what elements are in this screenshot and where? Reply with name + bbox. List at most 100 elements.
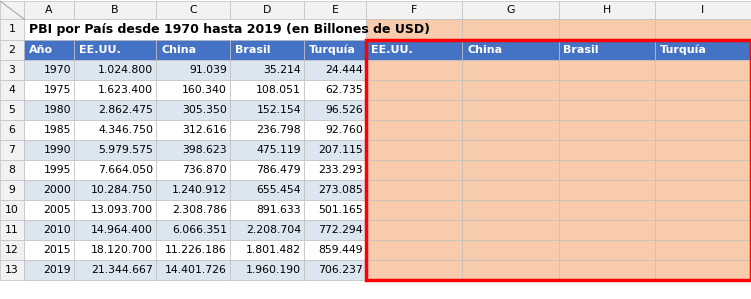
Bar: [655, 240, 751, 260]
Text: 62.735: 62.735: [325, 85, 363, 95]
Text: 1995: 1995: [44, 165, 71, 175]
Text: 655.454: 655.454: [256, 185, 301, 195]
Text: 5.979.575: 5.979.575: [98, 145, 153, 155]
Bar: [230, 80, 304, 100]
Text: 35.214: 35.214: [264, 65, 301, 75]
Text: 4.346.750: 4.346.750: [98, 125, 153, 135]
Bar: [304, 40, 366, 60]
Bar: [463, 60, 559, 80]
Bar: [24, 40, 74, 60]
Bar: [74, 60, 156, 80]
Text: 1985: 1985: [44, 125, 71, 135]
Bar: [655, 180, 751, 200]
Text: 91.039: 91.039: [189, 65, 227, 75]
Text: Turquía: Turquía: [659, 45, 707, 55]
Bar: [0, 19, 24, 40]
Bar: [304, 140, 366, 160]
Bar: [655, 140, 751, 160]
Bar: [156, 40, 230, 60]
Text: I: I: [701, 5, 704, 15]
Text: EE.UU.: EE.UU.: [79, 45, 121, 55]
Text: 18.120.700: 18.120.700: [91, 245, 153, 255]
Text: D: D: [263, 5, 271, 15]
Bar: [24, 19, 366, 40]
Bar: [304, 180, 366, 200]
Bar: [655, 100, 751, 120]
Text: 12: 12: [5, 245, 19, 255]
Bar: [559, 120, 655, 140]
Text: 1.801.482: 1.801.482: [246, 245, 301, 255]
Bar: [24, 240, 74, 260]
Text: 1.623.400: 1.623.400: [98, 85, 153, 95]
Bar: [463, 100, 559, 120]
Bar: [0, 60, 24, 80]
Bar: [0, 80, 24, 100]
Bar: [655, 160, 751, 180]
Text: 10.284.750: 10.284.750: [91, 185, 153, 195]
Text: 2015: 2015: [44, 245, 71, 255]
Bar: [559, 160, 655, 180]
Bar: [366, 240, 463, 260]
Bar: [0, 40, 24, 60]
Bar: [74, 120, 156, 140]
Text: 7.664.050: 7.664.050: [98, 165, 153, 175]
Text: 706.237: 706.237: [318, 265, 363, 275]
Bar: [655, 1, 751, 19]
Bar: [24, 260, 74, 280]
Bar: [156, 140, 230, 160]
Text: 9: 9: [8, 185, 16, 195]
Bar: [24, 200, 74, 220]
Bar: [156, 160, 230, 180]
Text: B: B: [111, 5, 119, 15]
Bar: [559, 1, 655, 19]
Text: 1990: 1990: [44, 145, 71, 155]
Bar: [156, 120, 230, 140]
Text: 8: 8: [8, 165, 16, 175]
Bar: [0, 100, 24, 120]
Bar: [463, 140, 559, 160]
Bar: [24, 80, 74, 100]
Text: 14.401.726: 14.401.726: [165, 265, 227, 275]
Bar: [230, 140, 304, 160]
Bar: [463, 260, 559, 280]
Bar: [366, 80, 463, 100]
Text: Brasil: Brasil: [235, 45, 270, 55]
Bar: [74, 240, 156, 260]
Text: 398.623: 398.623: [182, 145, 227, 155]
Text: 6.066.351: 6.066.351: [172, 225, 227, 235]
Text: E: E: [331, 5, 339, 15]
Bar: [366, 200, 463, 220]
Bar: [74, 80, 156, 100]
Text: 1980: 1980: [44, 105, 71, 115]
Text: 475.119: 475.119: [256, 145, 301, 155]
Bar: [655, 40, 751, 60]
Text: 4: 4: [8, 85, 16, 95]
Text: Brasil: Brasil: [563, 45, 599, 55]
Text: 14.964.400: 14.964.400: [91, 225, 153, 235]
Text: 1.024.800: 1.024.800: [98, 65, 153, 75]
Text: PBI por País desde 1970 hasta 2019 (en Billones de USD): PBI por País desde 1970 hasta 2019 (en B…: [29, 23, 430, 36]
Text: 2.308.786: 2.308.786: [172, 205, 227, 215]
Text: 2010: 2010: [44, 225, 71, 235]
Bar: [559, 200, 655, 220]
Text: A: A: [45, 5, 53, 15]
Bar: [366, 260, 463, 280]
Text: 207.115: 207.115: [318, 145, 363, 155]
Bar: [74, 1, 156, 19]
Text: 236.798: 236.798: [256, 125, 301, 135]
Bar: [156, 220, 230, 240]
Text: F: F: [411, 5, 418, 15]
Bar: [0, 180, 24, 200]
Text: 2000: 2000: [43, 185, 71, 195]
Bar: [0, 1, 24, 19]
Text: 13.093.700: 13.093.700: [91, 205, 153, 215]
Bar: [230, 100, 304, 120]
Text: 1: 1: [8, 25, 16, 34]
Text: 108.051: 108.051: [256, 85, 301, 95]
Text: Turquía: Turquía: [309, 45, 356, 55]
Text: 1975: 1975: [44, 85, 71, 95]
Bar: [304, 240, 366, 260]
Bar: [366, 120, 463, 140]
Bar: [230, 240, 304, 260]
Bar: [156, 80, 230, 100]
